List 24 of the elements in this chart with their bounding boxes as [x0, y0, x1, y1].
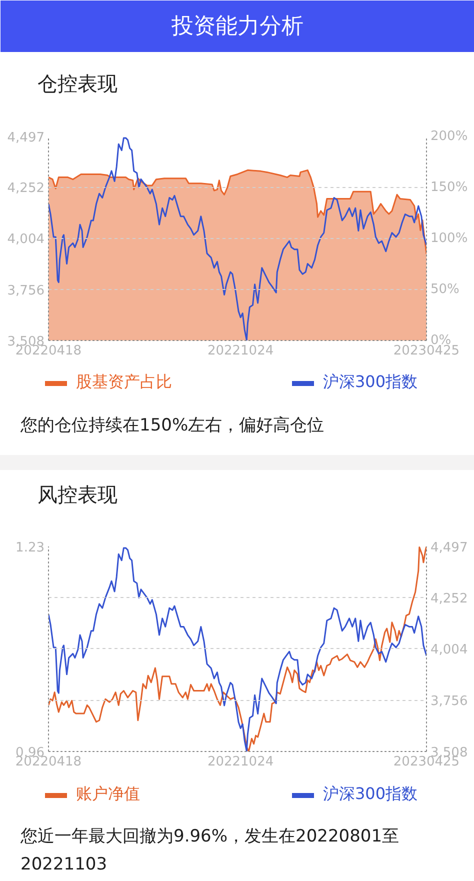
y2-tick-label: 4,497 — [430, 540, 468, 556]
chart-title: 仓控表现 — [38, 72, 118, 96]
y-tick-label: 1.23 — [16, 540, 45, 556]
text: 投资能力分析 — [170, 14, 304, 39]
y2-tick-label: 150% — [430, 180, 468, 195]
y2-tick-label: 4,004 — [430, 642, 468, 658]
y-tick-label: 3,756 — [7, 283, 44, 298]
legend-label: 账户净值 — [76, 784, 140, 805]
x-tick-label: 20221024 — [207, 344, 274, 358]
y-tick-label: 4,252 — [7, 181, 44, 196]
text: 您近一年最大回撤为9.96%，发生在20220801至20221103 — [20, 826, 400, 874]
chart-title: 风控表现 — [38, 482, 118, 506]
y-tick-label: 4,497 — [7, 130, 44, 146]
y2-tick-label: 200% — [430, 129, 468, 144]
y2-tick-label: 100% — [430, 231, 468, 246]
x-tick-label: 20221024 — [207, 754, 274, 770]
y2-tick-label: 3,756 — [430, 694, 468, 710]
y2-tick-label: 50% — [430, 282, 460, 297]
text: 您的仓位持续在150%左右，偏好高仓位 — [20, 416, 324, 436]
y-tick-label: 4,004 — [7, 232, 44, 248]
legend-label: 沪深300指数 — [323, 372, 418, 393]
legend-label: 股基资产占比 — [76, 372, 172, 393]
legend-label: 沪深300指数 — [323, 784, 418, 805]
y2-tick-label: 4,252 — [430, 591, 468, 606]
